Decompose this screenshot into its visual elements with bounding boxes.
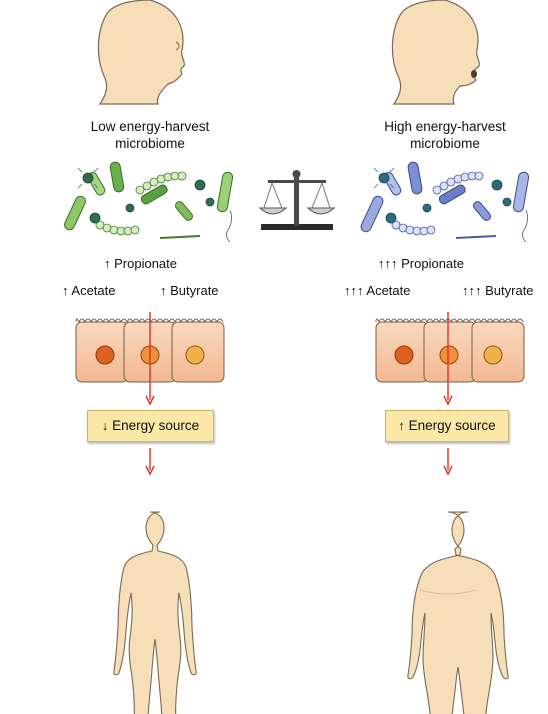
left-propionate-label: Propionate — [114, 256, 178, 271]
left-title-line2: microbiome — [115, 136, 185, 151]
right-butyrate: ↑↑↑ Butyrate — [462, 283, 534, 298]
left-title: Low energy-harvest microbiome — [50, 118, 250, 152]
right-propionate-label: Propionate — [401, 256, 465, 271]
right-energy-source-box: ↑ Energy source — [385, 410, 509, 442]
right-title: High energy-harvest microbiome — [345, 118, 545, 152]
right-propionate: ↑↑↑ Propionate — [378, 256, 464, 271]
left-energy-source-box: ↓ Energy source — [87, 410, 214, 442]
left-propionate: ↑ Propionate — [104, 256, 177, 271]
left-propionate-arrows: ↑ — [104, 256, 111, 271]
right-acetate: ↑↑↑ Acetate — [344, 283, 411, 298]
right-energy-arrows: ↑ — [398, 418, 405, 433]
right-energy-label: Energy source — [408, 418, 496, 433]
left-energy-arrows: ↓ — [101, 418, 109, 433]
right-butyrate-arrows: ↑↑↑ — [462, 283, 482, 298]
left-energy-label: Energy source — [112, 418, 200, 433]
left-butyrate-label: Butyrate — [170, 283, 219, 298]
right-acetate-label: Acetate — [366, 283, 411, 298]
left-title-line1: Low energy-harvest — [90, 119, 210, 134]
left-acetate-label: Acetate — [71, 283, 116, 298]
right-title-line2: microbiome — [410, 136, 480, 151]
right-butyrate-label: Butyrate — [485, 283, 534, 298]
right-acetate-arrows: ↑↑↑ — [344, 283, 364, 298]
left-butyrate: ↑ Butyrate — [160, 283, 219, 298]
left-acetate-arrows: ↑ — [62, 283, 69, 298]
left-butyrate-arrows: ↑ — [160, 283, 167, 298]
left-acetate: ↑ Acetate — [62, 283, 116, 298]
right-propionate-arrows: ↑↑↑ — [378, 256, 398, 271]
right-title-line1: High energy-harvest — [384, 119, 506, 134]
